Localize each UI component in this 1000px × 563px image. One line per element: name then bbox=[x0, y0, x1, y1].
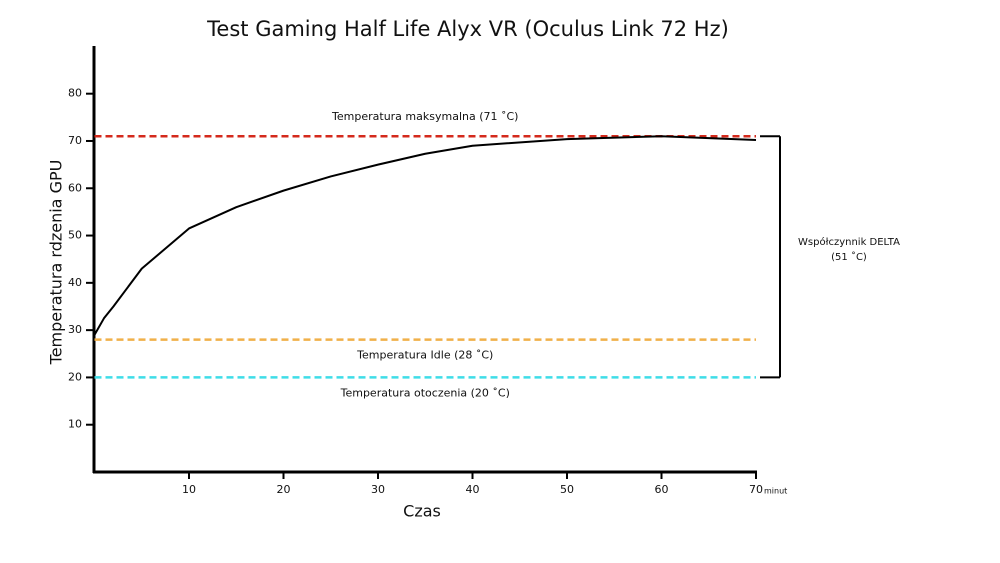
reference-label: Temperatura Idle (28 ˚C) bbox=[356, 349, 493, 362]
x-axis-unit: minut bbox=[764, 487, 787, 496]
annotation-value: (51 ˚C) bbox=[831, 251, 867, 263]
x-tick-label: 20 bbox=[277, 483, 291, 496]
x-tick-label: 50 bbox=[560, 483, 574, 496]
x-tick-label: 10 bbox=[182, 483, 196, 496]
x-tick-label: 60 bbox=[655, 483, 669, 496]
y-axis-label: Temperatura rdzenia GPU bbox=[47, 160, 66, 366]
x-axis-label: Czas bbox=[403, 502, 441, 521]
reference-label: Temperatura maksymalna (71 ˚C) bbox=[331, 110, 518, 123]
y-tick-label: 10 bbox=[68, 418, 82, 431]
data-line bbox=[93, 135, 757, 336]
y-tick-label: 40 bbox=[68, 276, 82, 289]
y-tick-label: 60 bbox=[68, 181, 82, 194]
y-tick-label: 70 bbox=[68, 134, 82, 147]
x-tick-label: 40 bbox=[466, 483, 480, 496]
y-tick-label: 80 bbox=[68, 87, 82, 100]
y-tick-label: 30 bbox=[68, 323, 82, 336]
chart-title: Test Gaming Half Life Alyx VR (Oculus Li… bbox=[206, 17, 729, 41]
y-tick-label: 20 bbox=[68, 370, 82, 383]
reference-label: Temperatura otoczenia (20 ˚C) bbox=[340, 386, 510, 399]
x-tick-label: 30 bbox=[371, 483, 385, 496]
annotation-label: Współczynnik DELTA bbox=[798, 236, 900, 248]
y-tick-label: 50 bbox=[68, 229, 82, 242]
x-tick-label: 70 bbox=[749, 483, 763, 496]
